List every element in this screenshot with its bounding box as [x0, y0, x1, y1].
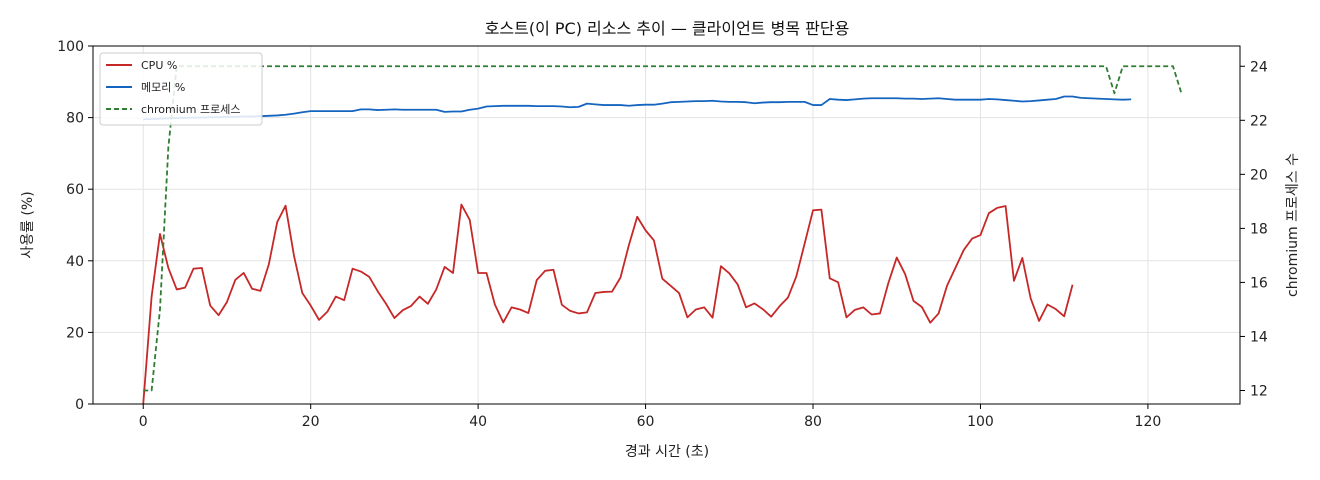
y-right-tick-label: 20: [1250, 167, 1268, 183]
y-left-tick-label: 20: [66, 325, 84, 341]
x-tick-label: 100: [967, 414, 994, 430]
chart-title: 호스트(이 PC) 리소스 추이 — 클라이언트 병목 판단용: [485, 19, 850, 38]
y-right-tick-label: 12: [1250, 383, 1268, 399]
y-right-tick-label: 18: [1250, 221, 1268, 237]
chromium-line: [143, 65, 1183, 392]
x-tick-label: 120: [1135, 414, 1162, 430]
y-right-tick-label: 16: [1250, 275, 1268, 291]
grid-lines: [93, 45, 1240, 405]
y-left-tick-label: 40: [66, 254, 84, 270]
legend-label-chromium: chromium 프로세스: [141, 103, 240, 116]
x-tick-label: 20: [302, 414, 320, 430]
y-axis-left-ticks: 0 20 40 60 80 100: [57, 39, 93, 413]
plot-frame: [92, 45, 1241, 405]
y-axis-right-title: chromium 프로세스 수: [1285, 153, 1301, 297]
legend-label-cpu: CPU %: [141, 59, 177, 72]
series-group: [142, 65, 1183, 405]
cpu-line: [142, 203, 1074, 405]
memory-line: [143, 95, 1132, 121]
x-tick-label: 0: [139, 414, 148, 430]
y-right-tick-label: 22: [1250, 113, 1268, 129]
x-tick-label: 60: [637, 414, 655, 430]
x-axis-ticks: 0 20 40 60 80 100 120: [139, 404, 1161, 430]
legend-label-memory: 메모리 %: [141, 81, 185, 94]
y-left-tick-label: 0: [75, 397, 84, 413]
x-tick-label: 40: [469, 414, 487, 430]
x-axis-title: 경과 시간 (초): [625, 444, 709, 460]
y-left-tick-label: 80: [66, 111, 84, 127]
x-tick-label: 80: [804, 414, 822, 430]
legend-box: [99, 52, 263, 126]
y-axis-right-ticks: 12 14 16 18 20 22 24: [1240, 59, 1268, 399]
y-right-tick-label: 14: [1250, 329, 1268, 345]
legend: CPU % 메모리 % chromium 프로세스: [99, 52, 263, 126]
y-axis-left-title: 사용률 (%): [20, 191, 36, 258]
y-left-tick-label: 60: [66, 182, 84, 198]
y-left-tick-label: 100: [57, 39, 84, 55]
y-right-tick-label: 24: [1250, 59, 1268, 75]
